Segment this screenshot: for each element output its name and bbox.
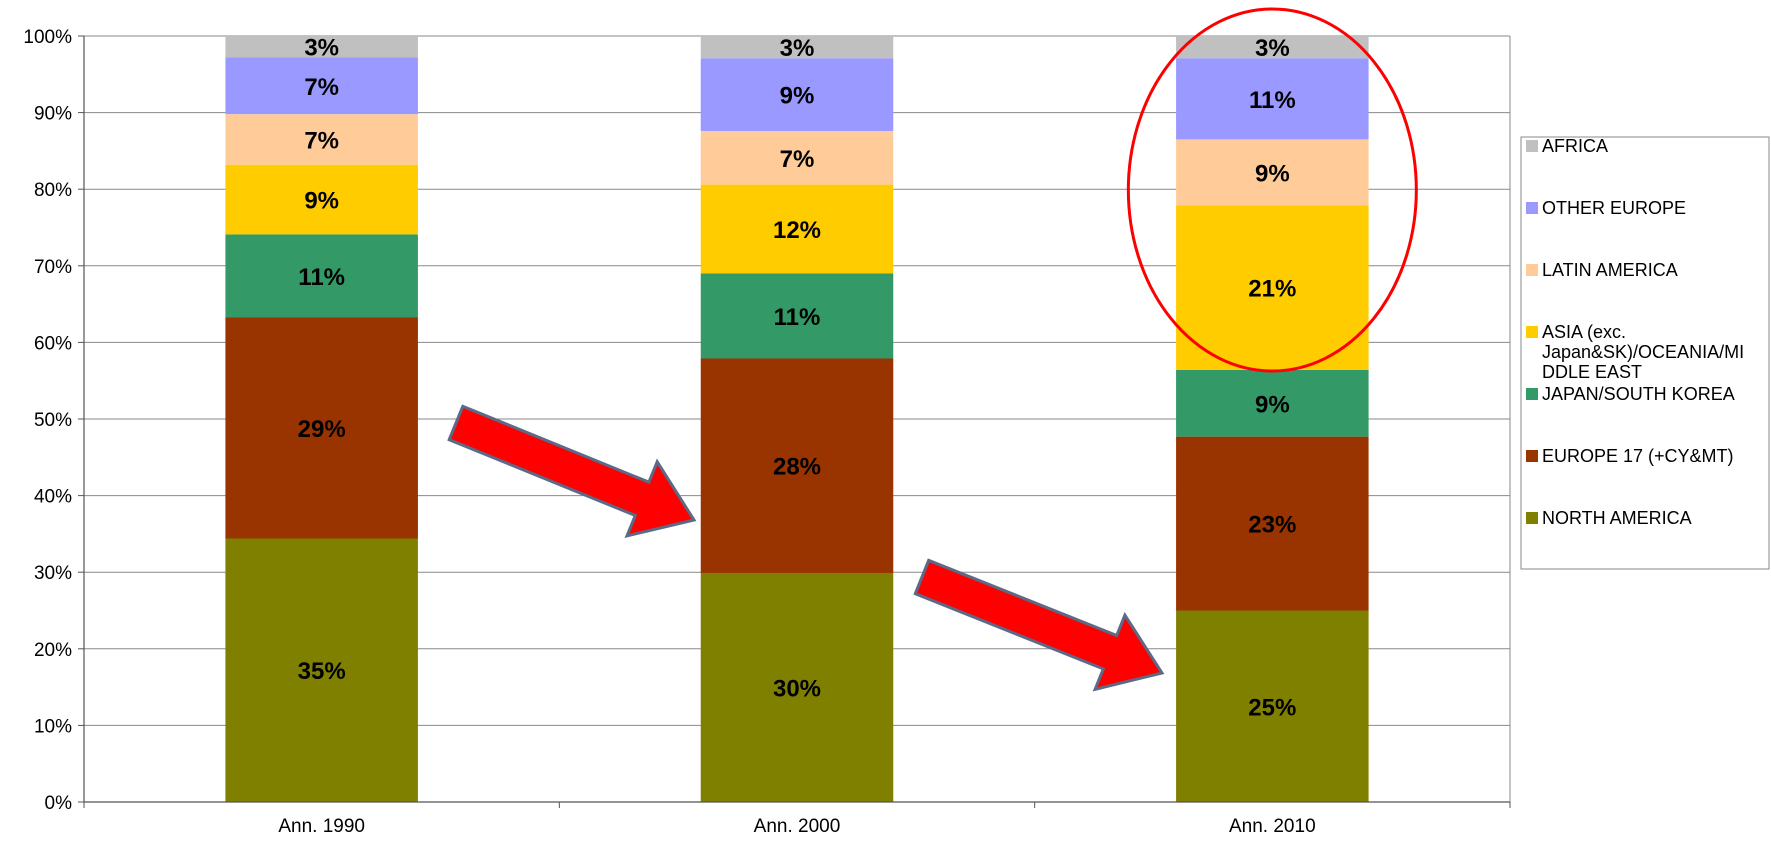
y-tick-label: 80% (34, 180, 72, 201)
legend-swatch (1526, 264, 1538, 276)
legend-swatch (1526, 326, 1538, 338)
y-tick-label: 20% (34, 640, 72, 661)
data-label: 7% (304, 74, 339, 101)
bar-segment (700, 36, 894, 59)
y-tick-label: 10% (34, 716, 72, 737)
data-label: 23% (1248, 512, 1296, 539)
bar-segment (1176, 369, 1369, 437)
y-tick-label: 60% (34, 333, 72, 354)
data-label: 3% (1255, 35, 1290, 62)
bar-segment (1176, 58, 1369, 140)
data-label: 7% (780, 146, 815, 173)
red-arrow (913, 558, 1165, 692)
legend-label: OTHER EUROPE (1542, 198, 1686, 218)
y-tick-label: 30% (34, 563, 72, 584)
bar-segment (700, 273, 894, 359)
y-tick-label: 50% (34, 410, 72, 431)
data-label: 21% (1248, 276, 1296, 303)
data-label: 9% (304, 188, 339, 215)
bar-segment (1176, 205, 1369, 370)
data-label: 3% (304, 35, 339, 62)
highlight-ellipse (1126, 7, 1418, 373)
bar-segment (225, 234, 418, 318)
legend-label: LATIN AMERICA (1542, 260, 1678, 280)
data-label: 7% (304, 127, 339, 154)
data-label: 25% (1248, 694, 1296, 721)
y-tick-label: 90% (34, 104, 72, 125)
bar-segment (700, 130, 894, 185)
x-category-label: Ann. 2000 (754, 816, 841, 837)
bar-segment (1176, 610, 1369, 802)
data-label: 35% (298, 658, 346, 685)
x-category-labels: Ann. 1990 Ann. 2000 Ann. 2010 (278, 816, 1315, 837)
legend-swatch (1526, 388, 1538, 400)
annotations (447, 7, 1418, 692)
legend-swatch (1526, 202, 1538, 214)
legend-label: ASIA (exc. (1542, 322, 1626, 342)
axes (78, 35, 1511, 808)
data-label: 3% (780, 35, 815, 62)
bar-segment (700, 58, 894, 131)
data-label: 11% (1249, 87, 1296, 114)
bar-segment (225, 114, 418, 165)
y-tick-label: 0% (45, 793, 73, 814)
data-label: 9% (780, 83, 815, 110)
y-tick-label: 40% (34, 487, 72, 508)
data-label: 11% (298, 264, 345, 291)
data-label: 12% (773, 217, 821, 244)
bar-segment (1176, 436, 1369, 611)
legend-label: EUROPE 17 (+CY&MT) (1542, 446, 1734, 466)
y-tick-label: 70% (34, 257, 72, 278)
data-label: 9% (1255, 160, 1290, 187)
y-tick-labels: 0% 10% 20% 30% 40% 50% 60% 70% 80% 90% 100% (23, 27, 72, 814)
data-label: 30% (773, 675, 821, 702)
data-label: 11% (774, 304, 821, 331)
x-category-label: Ann. 2010 (1229, 816, 1316, 837)
bar-segment (225, 317, 418, 539)
y-tick-label: 100% (23, 27, 72, 48)
data-label: 28% (773, 454, 821, 481)
x-category-label: Ann. 1990 (278, 816, 365, 837)
legend-label: JAPAN/SOUTH KOREA (1542, 384, 1735, 404)
legend-label: DDLE EAST (1542, 362, 1642, 382)
legend: AFRICA OTHER EUROPE LATIN AMERICA ASIA (exc… (1520, 136, 1770, 570)
bar-segment (1176, 139, 1369, 206)
bar-segment (1176, 36, 1369, 59)
legend-swatch (1526, 140, 1538, 152)
bar-segment (225, 57, 418, 115)
bar-segment (700, 572, 894, 802)
legend-label: AFRICA (1542, 136, 1608, 156)
bar-segment (700, 184, 894, 274)
legend-box (1520, 136, 1770, 570)
red-arrow (447, 404, 697, 539)
bar-segment (225, 36, 418, 58)
data-label: 9% (1255, 391, 1290, 418)
bars: 35% 29% 11% 9% 7% 7% 3% 30% 28% 11% 12% 7% 9% 3% 25% 23… (225, 35, 1369, 802)
bar-segment (225, 538, 418, 802)
data-label: 29% (298, 416, 346, 443)
legend-label: Japan&SK)/OCEANIA/MI (1542, 342, 1744, 362)
legend-swatch (1526, 512, 1538, 524)
legend-label: NORTH AMERICA (1542, 508, 1692, 528)
legend-swatch (1526, 450, 1538, 462)
bar-segment (700, 358, 894, 573)
bar-segment (225, 164, 418, 235)
